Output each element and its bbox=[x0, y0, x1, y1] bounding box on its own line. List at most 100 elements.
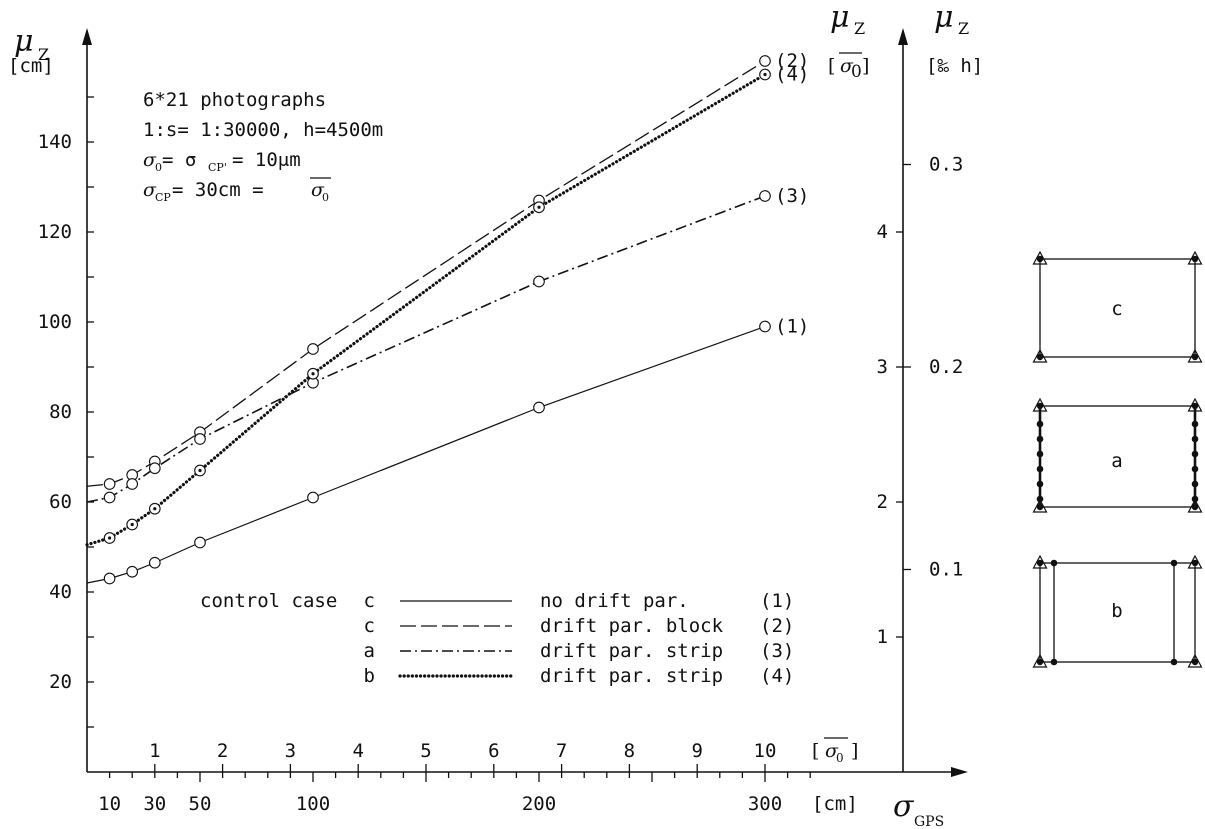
y-left-tick-label: 80 bbox=[49, 401, 72, 423]
control-point-marker bbox=[1187, 348, 1203, 363]
legend-text: drift par. strip bbox=[540, 640, 723, 662]
data-point-center-4 bbox=[763, 72, 767, 77]
y-mid-tick-label: 1 bbox=[877, 626, 888, 648]
svg-text:0: 0 bbox=[155, 161, 162, 174]
data-point-center-4 bbox=[130, 522, 134, 527]
x-top-tick-label: 1 bbox=[149, 740, 160, 762]
y-left-tick-label: 120 bbox=[38, 221, 72, 243]
x-bottom-tick-label: 200 bbox=[522, 793, 556, 815]
data-point-1 bbox=[307, 491, 319, 504]
data-point-3 bbox=[103, 491, 116, 504]
y-right-unit: [‰ h] bbox=[926, 55, 983, 77]
legend-text: no drift par. bbox=[540, 590, 689, 612]
control-point-marker bbox=[1032, 250, 1048, 265]
svg-text:0: 0 bbox=[322, 191, 329, 204]
y-left-tick-label: 40 bbox=[49, 581, 72, 603]
svg-text:CP: CP bbox=[155, 191, 171, 204]
diagram-label-c: c bbox=[1111, 298, 1122, 320]
x-top-tick-label: 9 bbox=[691, 740, 702, 762]
legend-number: (1) bbox=[760, 590, 794, 612]
y-right-tick-label: 0.1 bbox=[929, 559, 963, 581]
control-point-marker bbox=[1032, 554, 1048, 569]
control-point-dot bbox=[1036, 559, 1044, 567]
y-left-symbol: μ bbox=[14, 24, 34, 59]
svg-text:σ: σ bbox=[143, 179, 157, 201]
svg-text:]: ] bbox=[851, 740, 858, 762]
legend-number: (2) bbox=[760, 615, 794, 637]
y-axis-left-arrow bbox=[82, 28, 92, 45]
x-top-tick-label: 6 bbox=[488, 740, 499, 762]
data-point-3 bbox=[126, 478, 139, 490]
data-point-1 bbox=[103, 572, 116, 585]
data-point-3 bbox=[194, 433, 206, 445]
x-bottom-symbol: σ bbox=[893, 789, 915, 824]
data-point-center-4 bbox=[311, 372, 315, 376]
svg-text:[: [ bbox=[828, 55, 835, 77]
y-axis-right-arrow bbox=[898, 28, 908, 45]
x-axis-arrow bbox=[951, 767, 968, 777]
control-point-marker bbox=[1187, 498, 1203, 513]
y-mid-unit: [ σ 0 ] bbox=[828, 52, 869, 82]
series-end-label-2: (2) bbox=[775, 50, 809, 72]
data-point-2 bbox=[759, 55, 771, 67]
x-top-tick-label: 3 bbox=[285, 740, 296, 762]
control-point-dot bbox=[1191, 658, 1199, 666]
svg-text:σ: σ bbox=[825, 740, 839, 762]
series-layer: (1) (2) (3) (4) bbox=[85, 50, 809, 585]
control-point-dot bbox=[1191, 255, 1199, 263]
series-end-label-3: (3) bbox=[775, 185, 809, 207]
y-mid-symbol: μ bbox=[830, 0, 850, 35]
annotation-line-1: 6*21 photographs bbox=[143, 89, 326, 111]
legend-case: c bbox=[364, 615, 375, 637]
svg-text:= 30cm =: = 30cm = bbox=[172, 179, 264, 201]
series-line-1 bbox=[86, 325, 766, 584]
series-end-label-1: (1) bbox=[775, 316, 809, 338]
data-point-3 bbox=[759, 190, 771, 202]
svg-text:= σ: = σ bbox=[162, 149, 196, 171]
diagram-label-b: b bbox=[1111, 600, 1122, 622]
legend-case: a bbox=[364, 640, 375, 662]
y-left-unit: [cm] bbox=[8, 55, 54, 77]
y-left-tick-label: 60 bbox=[49, 491, 72, 513]
y-left-subscript: Z bbox=[38, 45, 49, 64]
data-point-1 bbox=[194, 536, 206, 549]
svg-text:0: 0 bbox=[851, 62, 862, 82]
legend: control case c no drift par. (1) c drift par… bbox=[200, 590, 794, 687]
y-mid-subscript: Z bbox=[854, 19, 865, 38]
control-point-dot bbox=[1036, 658, 1044, 666]
control-point-marker bbox=[1187, 653, 1203, 668]
x-bottom-subscript: GPS bbox=[914, 814, 944, 829]
control-point-dot bbox=[1036, 353, 1044, 361]
x-bottom-unit: [cm] bbox=[812, 793, 858, 815]
svg-text:σ: σ bbox=[143, 149, 157, 171]
data-point-1 bbox=[533, 401, 545, 414]
legend-case: b bbox=[364, 665, 375, 687]
y-right-tick-label: 0.3 bbox=[929, 154, 963, 176]
data-point-center-4 bbox=[108, 536, 112, 540]
x-top-tick-label: 2 bbox=[217, 740, 228, 762]
legend-text: drift par. block bbox=[540, 615, 724, 637]
x-bottom-tick-label: 300 bbox=[748, 793, 782, 815]
strip-point-dot bbox=[1050, 559, 1058, 567]
data-point-3 bbox=[533, 275, 545, 288]
x-top-tick-label: 4 bbox=[352, 740, 363, 762]
y-right-tick-label: 0.2 bbox=[929, 356, 963, 378]
y-right-symbol: μ bbox=[934, 0, 954, 35]
control-point-marker bbox=[1032, 498, 1048, 513]
x-bottom-tick-label: 100 bbox=[296, 793, 330, 815]
diagram-frame bbox=[1039, 258, 1196, 358]
y-left-tick-label: 20 bbox=[49, 671, 72, 693]
data-point-2 bbox=[307, 343, 319, 355]
strip-point-dot bbox=[1050, 658, 1058, 666]
control-point-marker bbox=[1032, 653, 1048, 668]
svg-text:[: [ bbox=[812, 740, 819, 762]
annotation-block: 6*21 photographs 1:s= 1:30000, h=4500m σ… bbox=[143, 89, 383, 204]
x-bottom-tick-label: 50 bbox=[189, 793, 212, 815]
data-point-center-4 bbox=[198, 468, 202, 473]
annotation-line-4: σ CP = 30cm = σ 0 bbox=[143, 177, 331, 204]
control-point-marker bbox=[1187, 554, 1203, 569]
control-point-marker bbox=[1032, 348, 1048, 363]
data-point-1 bbox=[126, 565, 139, 578]
